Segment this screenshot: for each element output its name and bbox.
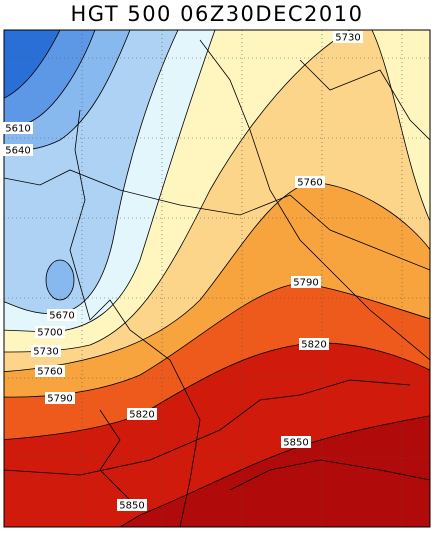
contour-label-box (299, 338, 329, 350)
contour-label: 5850 (119, 501, 144, 512)
contour-label: 5640 (5, 146, 30, 157)
map-title: HGT 500 06Z30DEC2010 (71, 2, 364, 26)
contour-label-box (333, 31, 363, 43)
grid (4, 30, 430, 527)
contour-labels: 5730 5610 5640 5760 5790 5670 5700 5730 5760 5790… (3, 31, 363, 512)
contour-label: 5790 (47, 394, 72, 405)
contour-label-box (3, 144, 33, 156)
contour-label: 5820 (301, 340, 326, 351)
contour-label-box (3, 122, 33, 134)
contour-label-box (45, 392, 75, 404)
contour-label-box (31, 345, 61, 357)
contour-label: 5610 (5, 124, 30, 135)
borders (4, 39, 430, 527)
contour-label-box (117, 499, 147, 511)
contour-label: 5670 (49, 311, 74, 322)
contour-label-box (291, 276, 321, 288)
map-frame (3, 29, 431, 528)
contour-label: 5730 (335, 33, 360, 44)
contour-label: 5760 (37, 367, 62, 378)
contour-label-box (295, 176, 325, 188)
contour-label: 5730 (33, 347, 58, 358)
contour-label-box (35, 326, 65, 338)
contour-label: 5700 (37, 328, 62, 339)
contour-label-box (47, 309, 77, 321)
contour-label-box (127, 408, 157, 420)
contour-label-box (281, 436, 311, 448)
contour-label: 5820 (129, 410, 154, 421)
contour-label-box (35, 365, 65, 377)
contour-label: 5760 (297, 178, 322, 189)
contour-label: 5790 (293, 278, 318, 289)
contour-label: 5850 (283, 438, 308, 449)
